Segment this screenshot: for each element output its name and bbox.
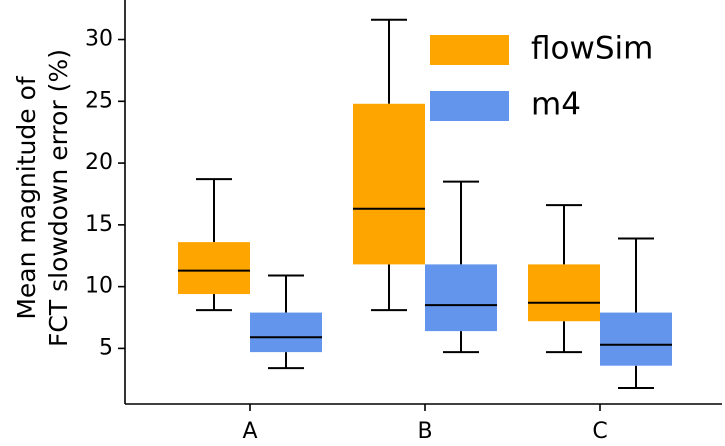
box-iqr	[600, 312, 672, 366]
y-tick-label: 25	[85, 88, 113, 113]
y-tick-label: 30	[85, 27, 113, 52]
box-m4-B	[425, 180, 497, 354]
x-tick-label: B	[417, 419, 432, 444]
box-flowSim-B	[353, 18, 425, 312]
y-tick-label: 15	[85, 212, 113, 237]
box-m4-A	[250, 274, 322, 370]
y-tick-label: 5	[99, 335, 113, 360]
box-m4-C	[600, 237, 672, 389]
box-iqr	[425, 264, 497, 332]
box-iqr	[353, 103, 425, 265]
box-flowSim-C	[528, 204, 600, 354]
y-axis-label-line-1: Mean magnitude of	[12, 75, 41, 320]
legend-label-flowSim: flowSim	[531, 31, 653, 67]
axes: 5 10 15 20 25 30 A B C	[85, 0, 722, 444]
box-flowSim-A	[178, 178, 250, 312]
legend-swatch-m4	[430, 91, 509, 121]
legend-label-m4: m4	[531, 87, 581, 123]
legend: flowSim m4	[430, 31, 653, 123]
y-tick-label: 20	[85, 150, 113, 175]
y-tick-label: 10	[85, 274, 113, 299]
x-tick-label: C	[592, 419, 607, 444]
y-axis-label-line-2: FCT slowdown error (%)	[44, 49, 73, 347]
x-tick-label: A	[242, 419, 257, 444]
box-iqr	[250, 312, 322, 353]
box-iqr	[528, 264, 600, 322]
legend-swatch-flowSim	[430, 35, 509, 65]
box-iqr	[178, 242, 250, 295]
plot-area	[178, 18, 672, 389]
